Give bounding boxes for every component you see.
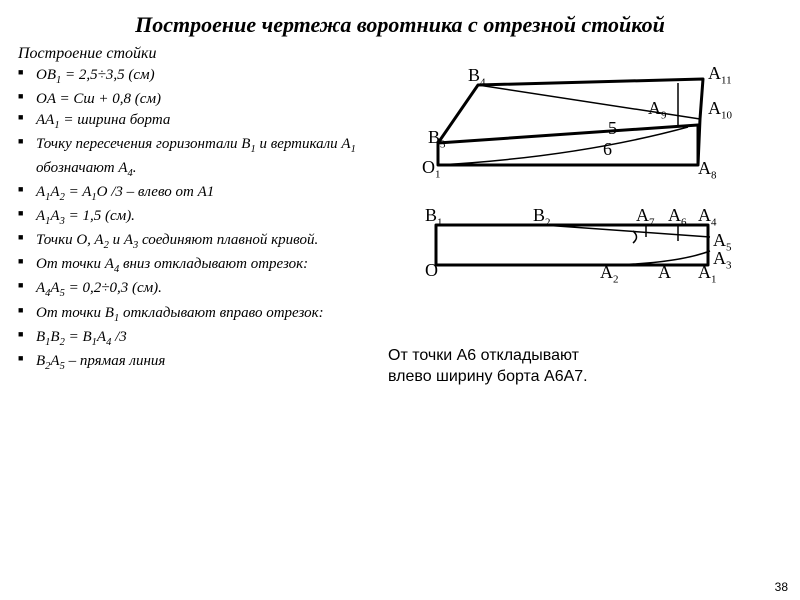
diagram-label: A11 bbox=[708, 63, 732, 87]
diagram-label: A10 bbox=[708, 98, 732, 122]
diagram-label: B4 bbox=[468, 65, 486, 89]
diagram-label: A2 bbox=[600, 262, 619, 286]
diagram-label: A4 bbox=[698, 205, 717, 229]
caption-line-1: От точки A6 откладывают bbox=[388, 347, 579, 364]
page-title: Построение чертежа воротника с отрезной … bbox=[0, 0, 800, 45]
bullet-item: OB1 = 2,5÷3,5 (см) bbox=[18, 65, 370, 88]
diagram-label: A1 bbox=[698, 262, 717, 286]
diagram-label: A8 bbox=[698, 158, 717, 182]
diagram-label: A6 bbox=[668, 205, 687, 229]
content-row: Построение стойки OB1 = 2,5÷3,5 (см)OA =… bbox=[0, 45, 800, 388]
diagram-label: O bbox=[425, 260, 438, 281]
bullet-item: B1B2 = B1A4 /3 bbox=[18, 327, 370, 350]
diagram: B4A11A9A10B356O1A8B1B2A7A6A4A5A3OA2AA1 bbox=[378, 65, 758, 325]
left-column: Построение стойки OB1 = 2,5÷3,5 (см)OA =… bbox=[18, 45, 378, 388]
diagram-label: B1 bbox=[425, 205, 443, 229]
page-number: 38 bbox=[775, 580, 788, 594]
bullet-item: Точку пересечения горизонтали B1 и верти… bbox=[18, 134, 370, 180]
diagram-label: A7 bbox=[636, 205, 655, 229]
bullet-item: A1A2 = A1O /3 – влево от A1 bbox=[18, 182, 370, 205]
bullet-item: B2A5 – прямая линия bbox=[18, 351, 370, 374]
bullet-item: Точки O, A2 и A3 соединяют плавной криво… bbox=[18, 230, 370, 253]
diagram-label: 6 bbox=[603, 139, 612, 160]
subtitle: Построение стойки bbox=[18, 45, 370, 63]
diagram-caption: От точки A6 откладывают влево ширину бор… bbox=[378, 345, 790, 388]
diagram-label: O1 bbox=[422, 157, 441, 181]
diagram-label: 5 bbox=[608, 118, 617, 139]
bullet-item: AA1 = ширина борта bbox=[18, 110, 370, 133]
diagram-label: A bbox=[658, 262, 671, 283]
diagram-label: B3 bbox=[428, 127, 446, 151]
diagram-label: B2 bbox=[533, 205, 551, 229]
right-column: B4A11A9A10B356O1A8B1B2A7A6A4A5A3OA2AA1 О… bbox=[378, 45, 790, 388]
bullet-item: A1A3 = 1,5 (см). bbox=[18, 206, 370, 229]
bullet-item: A4A5 = 0,2÷0,3 (см). bbox=[18, 278, 370, 301]
bullet-item: От точки B1 откладывают вправо отрезок: bbox=[18, 303, 370, 326]
caption-line-2: влево ширину борта A6A7. bbox=[388, 368, 588, 385]
bullet-item: OA = Сш + 0,8 (см) bbox=[18, 89, 370, 109]
diagram-label: A9 bbox=[648, 98, 667, 122]
bullet-list: OB1 = 2,5÷3,5 (см)OA = Сш + 0,8 (см)AA1 … bbox=[18, 65, 370, 374]
bullet-item: От точки A4 вниз откладывают отрезок: bbox=[18, 254, 370, 277]
